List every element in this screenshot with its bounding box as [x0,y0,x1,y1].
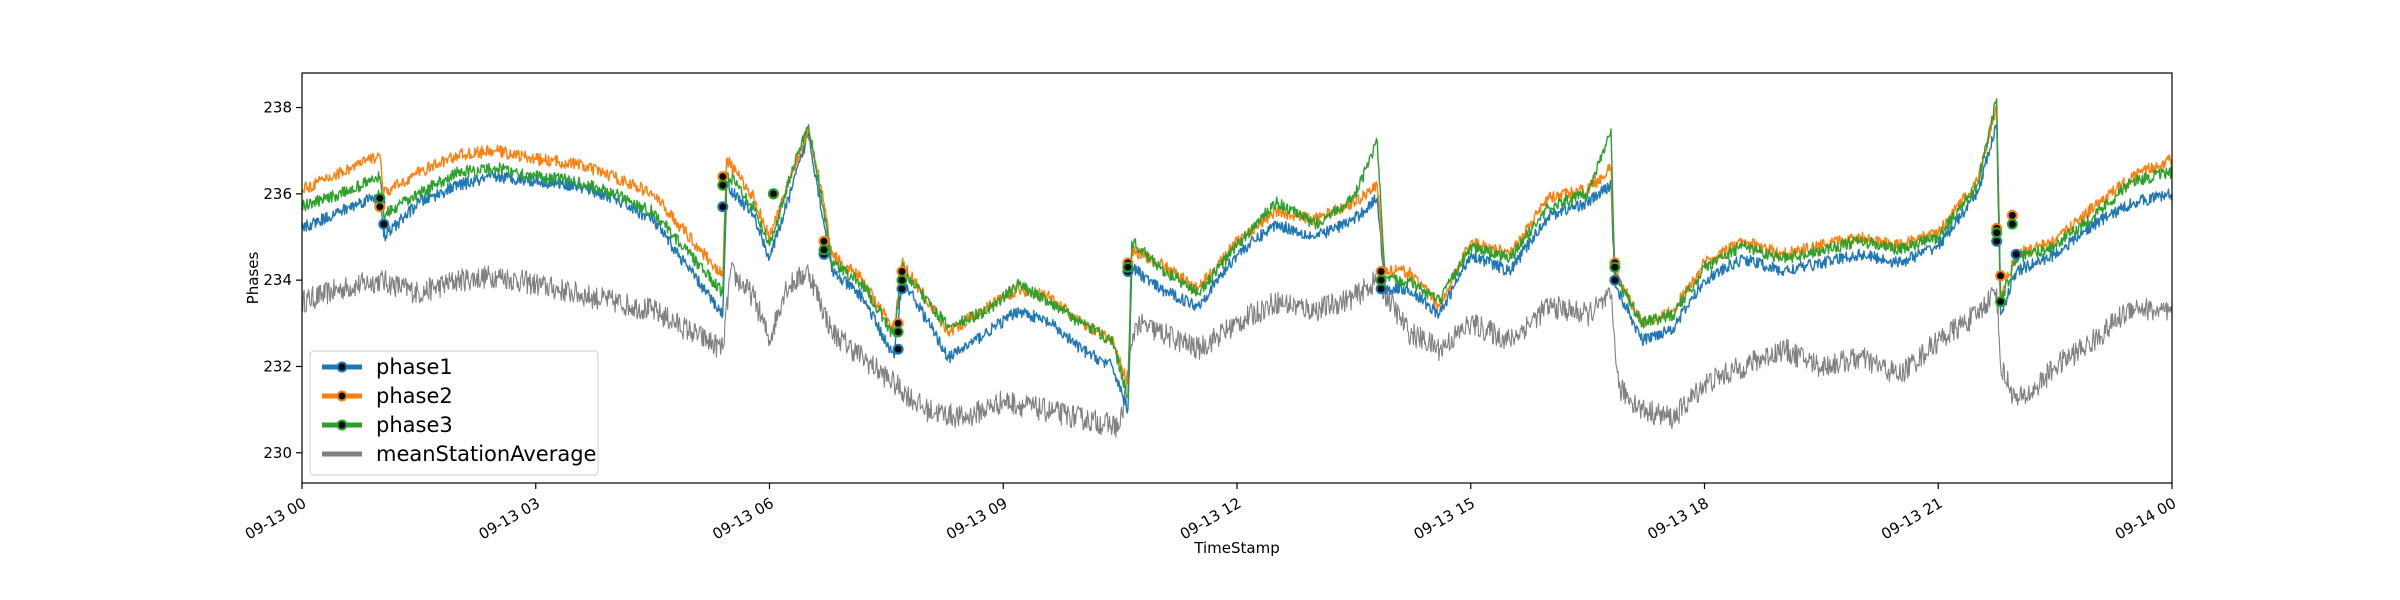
legend-label-meanStationAverage: meanStationAverage [376,442,596,466]
marker-phase3 [818,244,830,256]
marker-phase3 [1122,261,1134,273]
legend-label-phase3: phase3 [376,413,453,437]
legend-marker-phase1 [336,361,348,373]
legend-box [309,350,599,476]
marker-layer [374,171,2022,355]
y-axis-title: Phases [244,252,262,305]
legend-marker-phase3 [336,419,348,431]
marker-phase2 [1375,266,1387,277]
x-axis-title: TimeStamp [1193,539,1279,557]
y-tick-label: 230 [263,444,292,462]
marker-phase3 [1995,296,2007,308]
legend-marker-phase2 [336,390,348,402]
series-line-meanStationAverage [301,261,2173,438]
marker-phase3 [767,188,779,200]
marker-phase1 [892,343,904,355]
legend: phase1 phase2 phase3 meanStationAverage [309,350,599,476]
marker-phase3 [896,274,908,286]
marker-phase3 [717,179,729,191]
marker-phase3 [374,192,386,204]
marker-phase1 [1609,274,1621,286]
marker-phase2 [1995,270,2007,282]
marker-phase1 [717,201,729,213]
series-layer [301,98,2173,438]
marker-phase3 [1375,274,1387,286]
marker-phase2 [2006,209,2018,221]
y-tick-label: 238 [263,99,292,117]
series-line-phase3 [301,98,2173,398]
y-axis: 230 232 234 236 238 [263,99,302,462]
marker-phase2 [896,266,908,277]
marker-phase3 [892,326,904,338]
marker-phase1 [2010,248,2022,260]
y-tick-label: 236 [263,185,292,203]
series-line-phase1 [301,124,2173,414]
marker-phase3 [2006,218,2018,230]
legend-label-phase2: phase2 [376,384,453,408]
y-tick-label: 232 [263,357,292,375]
y-tick-label: 234 [263,271,292,289]
legend-label-phase1: phase1 [376,355,453,379]
marker-phase1 [378,218,390,230]
marker-phase3 [1609,261,1621,273]
marker-phase3 [1991,227,2003,239]
